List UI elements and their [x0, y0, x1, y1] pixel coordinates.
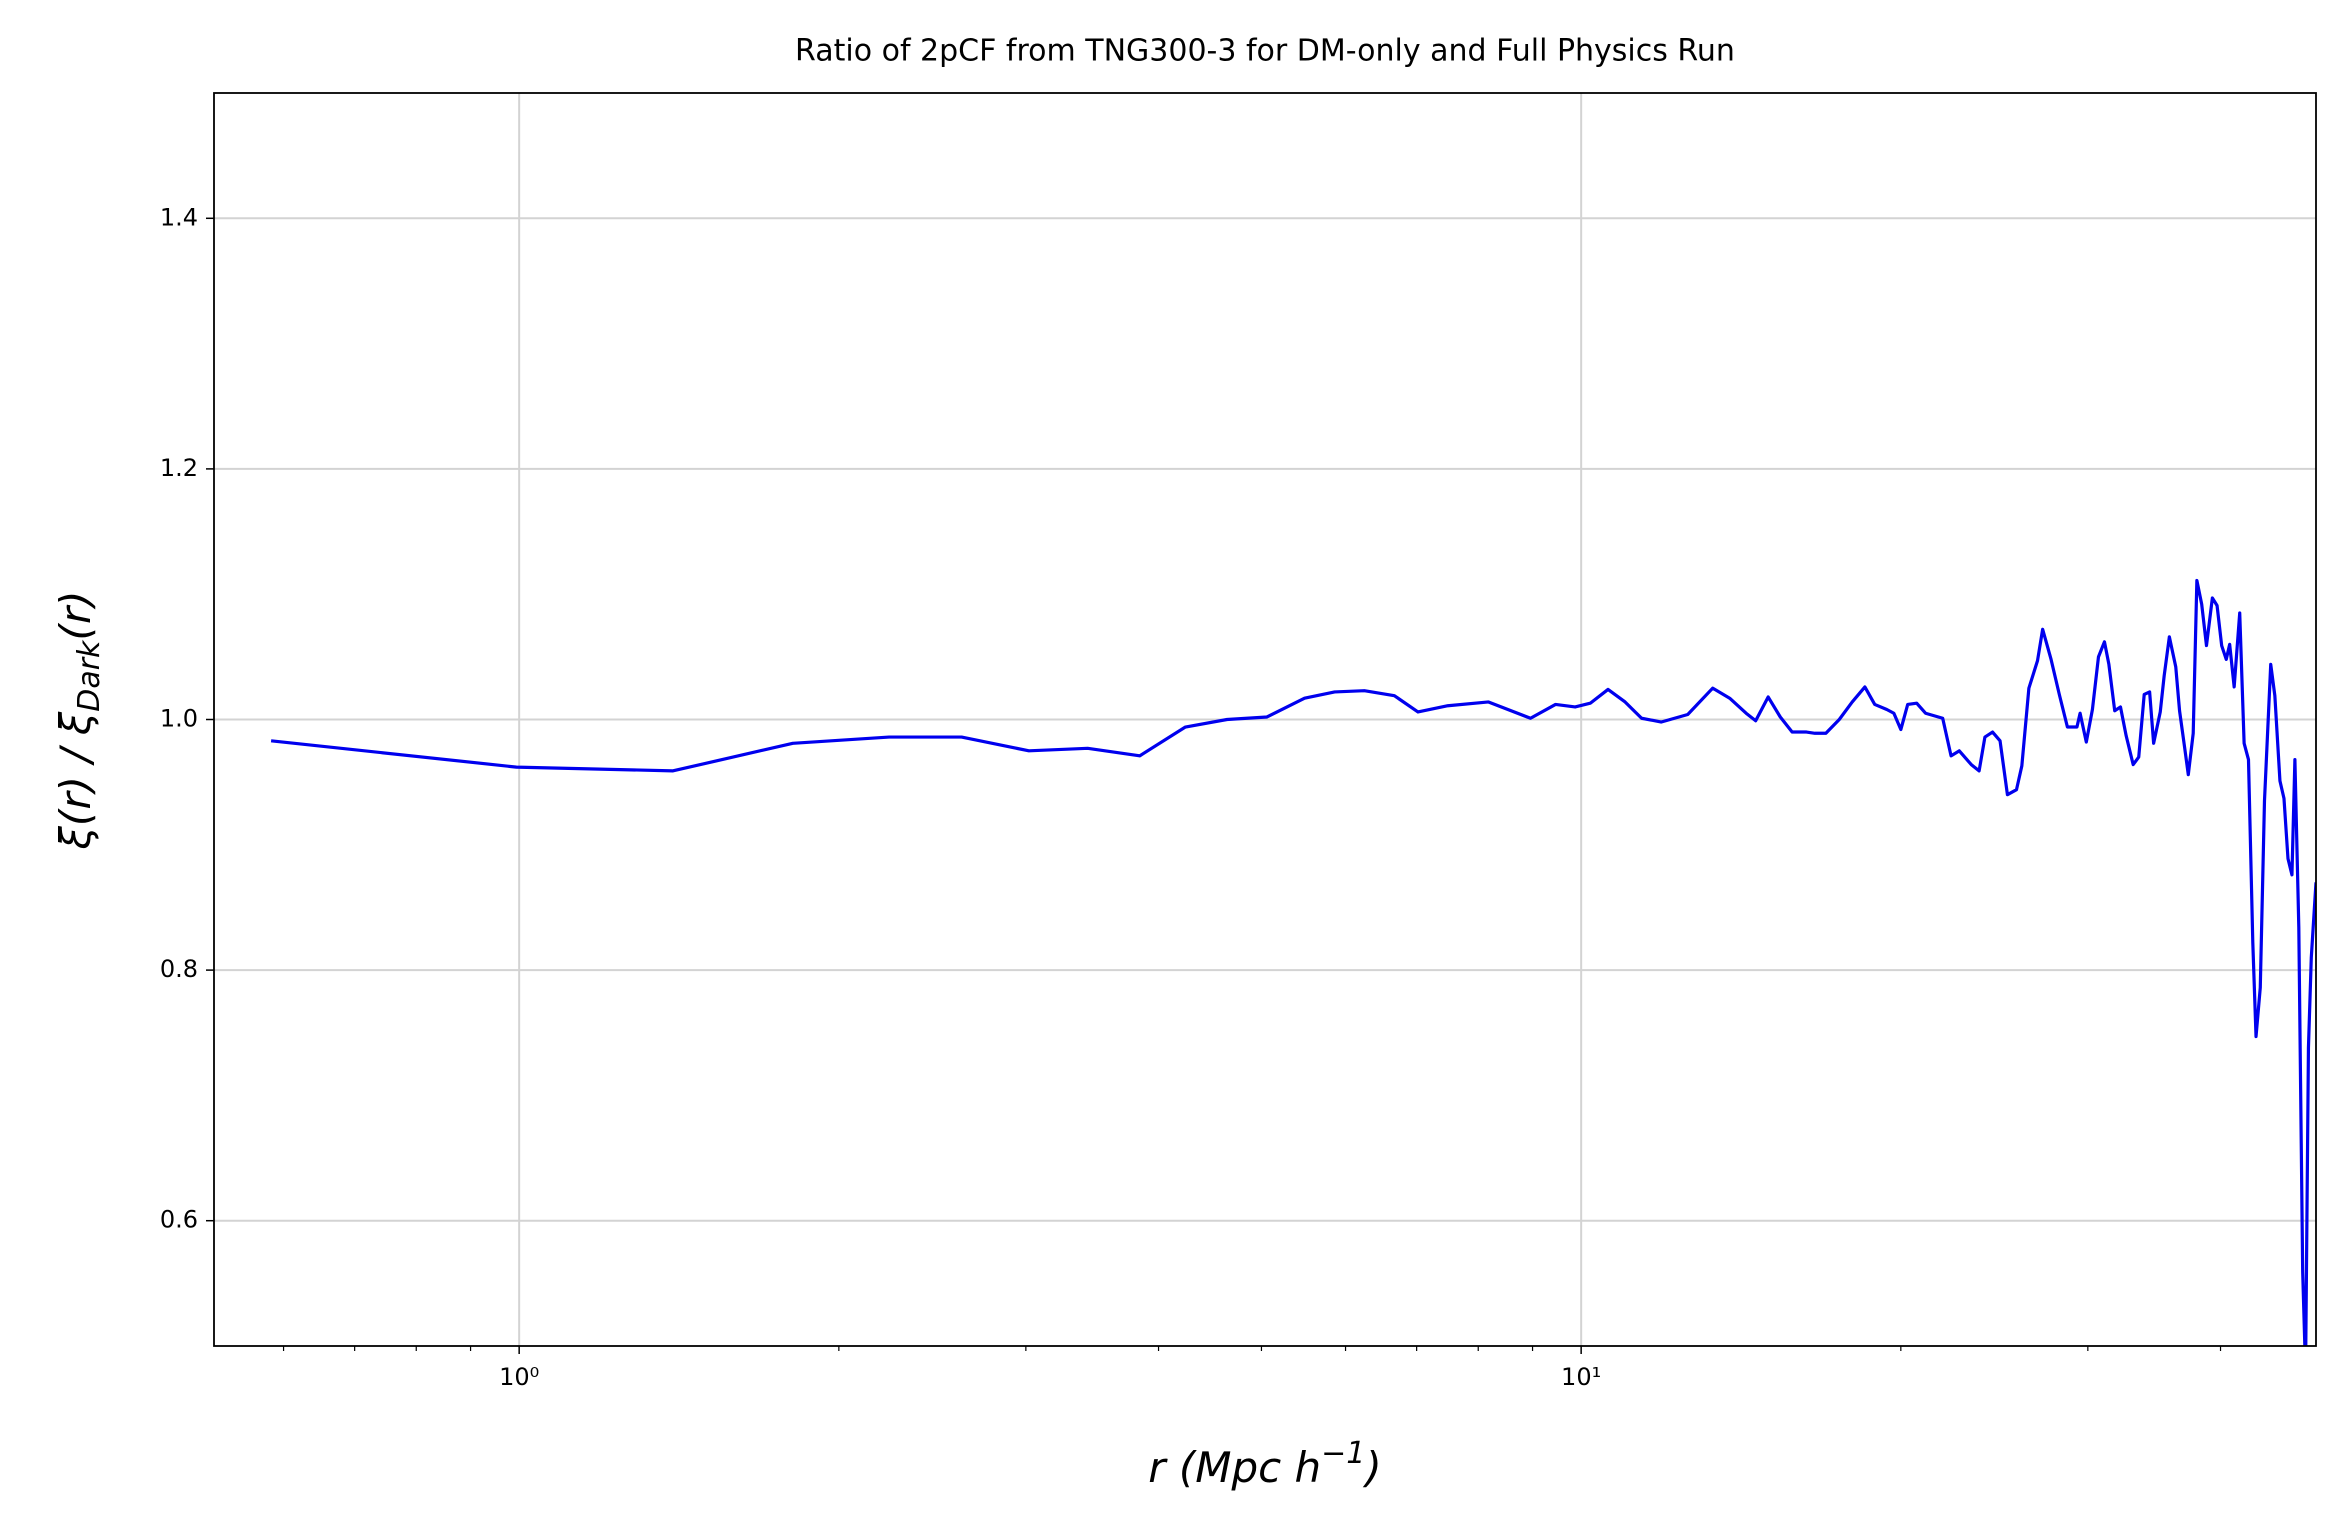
x-tick-label: 10¹ — [1561, 1363, 1601, 1391]
plot-frame — [213, 92, 2317, 1347]
x-axis-label-part: −1 — [1321, 1436, 1365, 1471]
y-axis-label-part: ξ(r) / ξ — [51, 711, 100, 850]
y-axis-label: ξ(r) / ξDark(r) — [51, 591, 107, 851]
y-axis-label-part: (r) — [51, 591, 100, 641]
x-axis-label-part: ) — [1362, 1443, 1381, 1492]
y-tick-label: 1.4 — [160, 203, 198, 231]
x-axis-label: r (Mpc h−1) — [1148, 1436, 1382, 1492]
y-tick-label: 0.8 — [160, 955, 198, 983]
y-tick-label: 0.6 — [160, 1206, 198, 1234]
data-line — [270, 578, 2316, 1346]
x-axis-label-part: r (Mpc h — [1148, 1443, 1321, 1492]
y-axis-label-part: Dark — [72, 639, 107, 712]
chart-title: Ratio of 2pCF from TNG300-3 for DM-only … — [795, 34, 1735, 69]
x-tick-label: 10⁰ — [499, 1363, 539, 1391]
y-tick-label: 1.0 — [160, 705, 198, 733]
y-tick-label: 1.2 — [160, 454, 198, 482]
